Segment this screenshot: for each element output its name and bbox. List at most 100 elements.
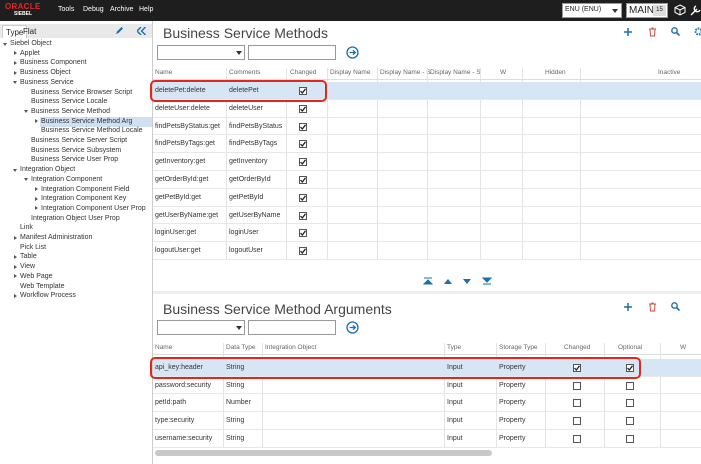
cell[interactable]: findPetsByTags xyxy=(229,140,278,148)
selected-row[interactable] xyxy=(153,359,701,377)
checkbox[interactable] xyxy=(626,399,634,408)
tree-node[interactable]: Integration Object xyxy=(20,166,76,174)
cell[interactable]: loginUser xyxy=(229,229,259,237)
checkbox[interactable] xyxy=(299,122,307,131)
cell[interactable]: Number xyxy=(226,399,251,407)
tab[interactable]: Type xyxy=(2,25,28,38)
tree-node[interactable]: Integration Component Field xyxy=(41,185,130,193)
tree-node[interactable]: Business Service Locale xyxy=(31,98,108,106)
checkbox[interactable] xyxy=(299,193,307,202)
checkbox[interactable] xyxy=(626,434,634,443)
edit-icon[interactable] xyxy=(115,26,124,35)
cell[interactable]: String xyxy=(226,381,245,389)
selected-row[interactable] xyxy=(153,82,701,100)
language-select[interactable] xyxy=(562,3,622,18)
tree-node[interactable]: Integration Component User Prop xyxy=(41,204,146,212)
search-input[interactable] xyxy=(248,45,336,60)
tree-node[interactable]: Pick List xyxy=(20,243,47,251)
checkbox[interactable] xyxy=(299,140,307,149)
column-header[interactable]: Hidden xyxy=(545,69,566,76)
column-header[interactable]: Inactive xyxy=(658,69,681,76)
tree-node[interactable]: Web Page xyxy=(20,272,53,280)
checkbox[interactable] xyxy=(573,416,581,425)
menu-item[interactable]: Debug xyxy=(83,6,104,13)
search-field-select[interactable] xyxy=(157,45,245,60)
checkbox[interactable] xyxy=(299,158,307,167)
checkbox[interactable] xyxy=(573,363,581,372)
cell[interactable]: deletePet:delete xyxy=(155,86,206,94)
tree-node[interactable]: Integration Component xyxy=(31,175,103,183)
checkbox[interactable] xyxy=(299,211,307,220)
cell[interactable]: Property xyxy=(499,416,526,424)
column-header[interactable]: Type xyxy=(447,344,462,351)
h-scrollbar[interactable] xyxy=(155,450,492,456)
cell[interactable]: getInventory:get xyxy=(155,158,206,166)
tree-node[interactable]: Business Service Server Script xyxy=(31,137,128,144)
cell[interactable]: password:security xyxy=(155,381,212,389)
checkbox[interactable] xyxy=(626,381,634,390)
tree-node[interactable]: Business Service Subsystem xyxy=(31,146,122,154)
search-icon[interactable] xyxy=(671,27,680,36)
checkbox[interactable] xyxy=(299,247,307,256)
cell[interactable]: type:security xyxy=(155,416,195,424)
menu-item[interactable]: Help xyxy=(139,6,154,13)
cell[interactable]: Input xyxy=(447,399,463,407)
tab[interactable]: Flat xyxy=(23,27,37,36)
checkbox[interactable] xyxy=(299,229,307,238)
tree-node[interactable]: Business Service Browser Script xyxy=(31,88,133,96)
tree-node[interactable]: Business Service Method Locale xyxy=(41,127,143,135)
column-header[interactable]: Name xyxy=(155,69,173,76)
column-header[interactable]: Storage Type xyxy=(499,344,538,351)
cell[interactable]: Input xyxy=(447,434,463,442)
cell[interactable]: findPetsByStatus xyxy=(229,122,283,130)
tree-node[interactable]: Business Component xyxy=(20,59,87,67)
column-header[interactable]: Data Type xyxy=(226,344,256,351)
cell[interactable]: loginUser:get xyxy=(155,229,197,237)
cell[interactable]: Input xyxy=(447,416,463,424)
checkbox[interactable] xyxy=(299,104,307,113)
tree-node[interactable]: Table xyxy=(20,253,37,261)
cell[interactable]: Property xyxy=(499,381,526,389)
cell[interactable]: Property xyxy=(499,363,526,371)
go-button[interactable] xyxy=(346,46,359,59)
cell[interactable]: String xyxy=(226,363,245,371)
cell[interactable]: String xyxy=(226,434,245,442)
add-icon[interactable] xyxy=(624,28,632,36)
checkbox[interactable] xyxy=(299,175,307,184)
add-icon[interactable] xyxy=(624,303,632,311)
checkbox[interactable] xyxy=(299,86,307,95)
column-header[interactable]: Comments xyxy=(229,69,261,76)
cell[interactable]: getUserByName:get xyxy=(155,211,219,219)
cell[interactable]: username:security xyxy=(155,434,213,442)
go-button[interactable] xyxy=(346,321,359,334)
collapse-icon[interactable] xyxy=(137,27,146,35)
tree-node[interactable]: Integration Object User Prop xyxy=(31,214,120,222)
search-field-select[interactable] xyxy=(157,320,245,335)
cell[interactable]: Property xyxy=(499,434,526,442)
cell[interactable]: getPetById:get xyxy=(155,193,201,201)
cell[interactable]: petId:path xyxy=(155,399,187,407)
tree-node[interactable]: Workflow Process xyxy=(20,292,76,300)
tools-icon[interactable] xyxy=(690,4,701,16)
cell[interactable]: Property xyxy=(499,399,526,407)
column-header[interactable]: W xyxy=(500,69,507,76)
tree-node[interactable]: Applet xyxy=(20,49,40,57)
checkbox[interactable] xyxy=(573,399,581,408)
tree-node[interactable]: Business Service Method Arg xyxy=(41,117,133,125)
settings-icon[interactable] xyxy=(694,27,701,36)
cell[interactable]: api_key:header xyxy=(155,363,203,371)
cell[interactable]: getInventory xyxy=(229,158,268,166)
delete-icon[interactable] xyxy=(648,302,657,312)
search-icon[interactable] xyxy=(671,302,680,311)
menu-item[interactable]: Tools xyxy=(58,6,75,13)
tree-node[interactable]: Business Service Method xyxy=(31,107,110,115)
checkbox[interactable] xyxy=(626,416,634,425)
tree-node[interactable]: Business Service xyxy=(20,78,74,86)
tree-node[interactable]: View xyxy=(20,263,36,271)
column-header[interactable]: Changed xyxy=(564,344,591,351)
tree-node[interactable]: Web Template xyxy=(20,282,65,290)
cell[interactable]: getPetById xyxy=(229,193,264,201)
tree-node[interactable]: Siebel Object xyxy=(10,40,52,47)
cell[interactable]: getUserByName xyxy=(229,211,281,219)
tree-node[interactable]: Business Service User Prop xyxy=(31,156,119,164)
